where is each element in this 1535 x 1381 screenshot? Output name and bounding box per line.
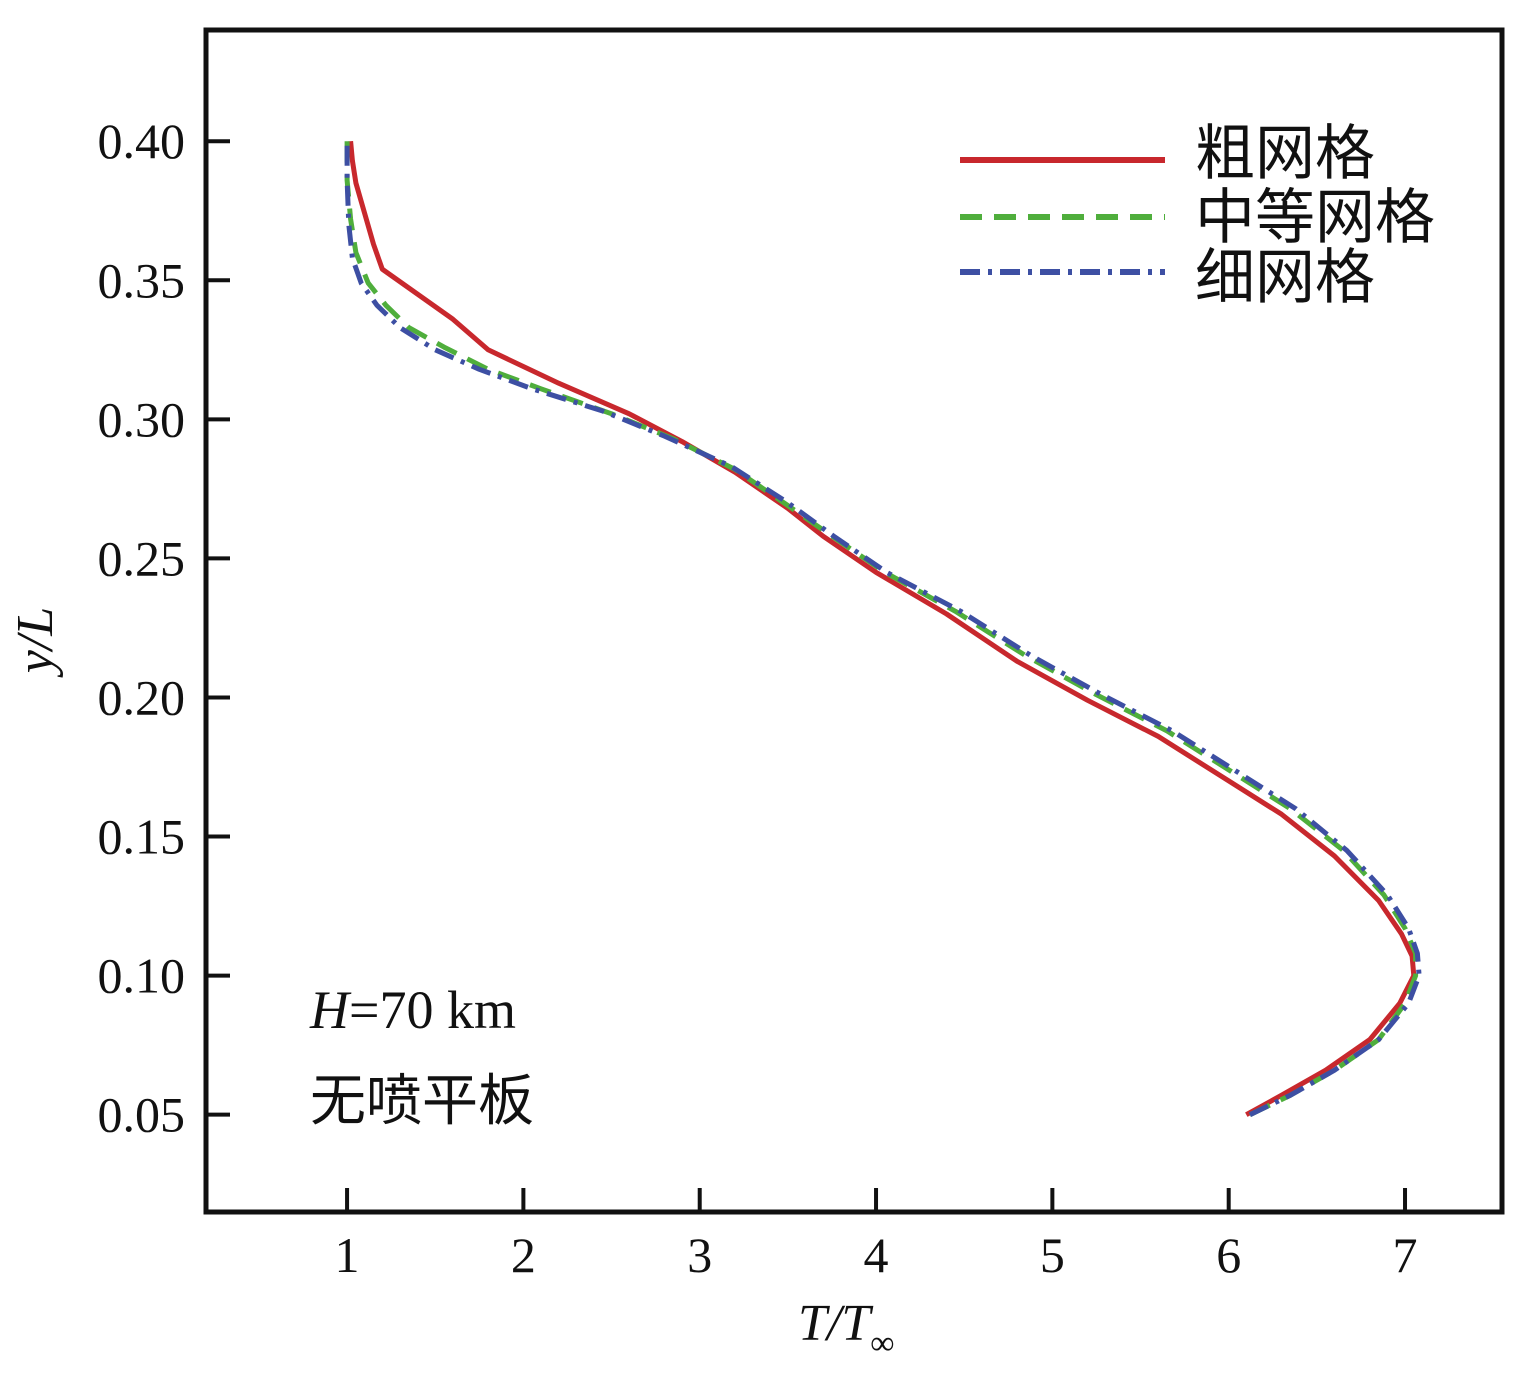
- x-tick-label: 4: [864, 1227, 889, 1283]
- series-line-coarse: [348, 140, 1417, 1117]
- x-axis-label-main: T/T: [798, 1295, 873, 1352]
- plot-frame: [203, 27, 1505, 1215]
- x-axis-label-subscript: ∞: [870, 1325, 894, 1362]
- annotation-altitude-value: =70 km: [349, 980, 516, 1040]
- annotation-altitude-symbol: H: [309, 980, 352, 1040]
- x-tick-label: 7: [1393, 1227, 1418, 1283]
- y-tick-label: 0.20: [98, 669, 186, 725]
- legend-label-fine: 细网格: [1195, 243, 1375, 313]
- y-tick-label: 0.15: [98, 809, 186, 865]
- y-tick-label: 0.10: [98, 948, 186, 1004]
- y-tick-label: 0.40: [98, 113, 186, 169]
- series-line-medium: [344, 141, 1419, 1117]
- y-tick-label: 0.35: [98, 252, 186, 308]
- legend-label-coarse: 粗网格: [1195, 119, 1375, 189]
- legend-label-medium: 中等网格: [1195, 183, 1435, 253]
- x-tick-label: 1: [335, 1227, 360, 1283]
- ticks: 1 2 3 4 5 6 7 0.05 0.10 0.15 0.20 0.25 0.30 0.35 0.40: [98, 113, 1418, 1283]
- x-axis-label: T/T∞: [798, 1295, 895, 1362]
- annotation-case: 无喷平板: [310, 1069, 534, 1134]
- y-tick-label: 0.25: [98, 530, 186, 586]
- x-tick-label: 5: [1040, 1227, 1065, 1283]
- x-tick-label: 6: [1216, 1227, 1241, 1283]
- x-tick-label: 3: [687, 1227, 712, 1283]
- x-tick-label: 2: [511, 1227, 536, 1283]
- y-tick-label: 0.05: [98, 1087, 186, 1143]
- annotation-altitude: H=70 km: [309, 980, 516, 1040]
- series-layer: [344, 140, 1422, 1117]
- series-line-fine: [344, 141, 1422, 1117]
- legend: 粗网格 中等网格 细网格: [960, 119, 1435, 313]
- y-tick-label: 0.30: [98, 391, 186, 447]
- y-axis-label: y/L: [7, 607, 64, 678]
